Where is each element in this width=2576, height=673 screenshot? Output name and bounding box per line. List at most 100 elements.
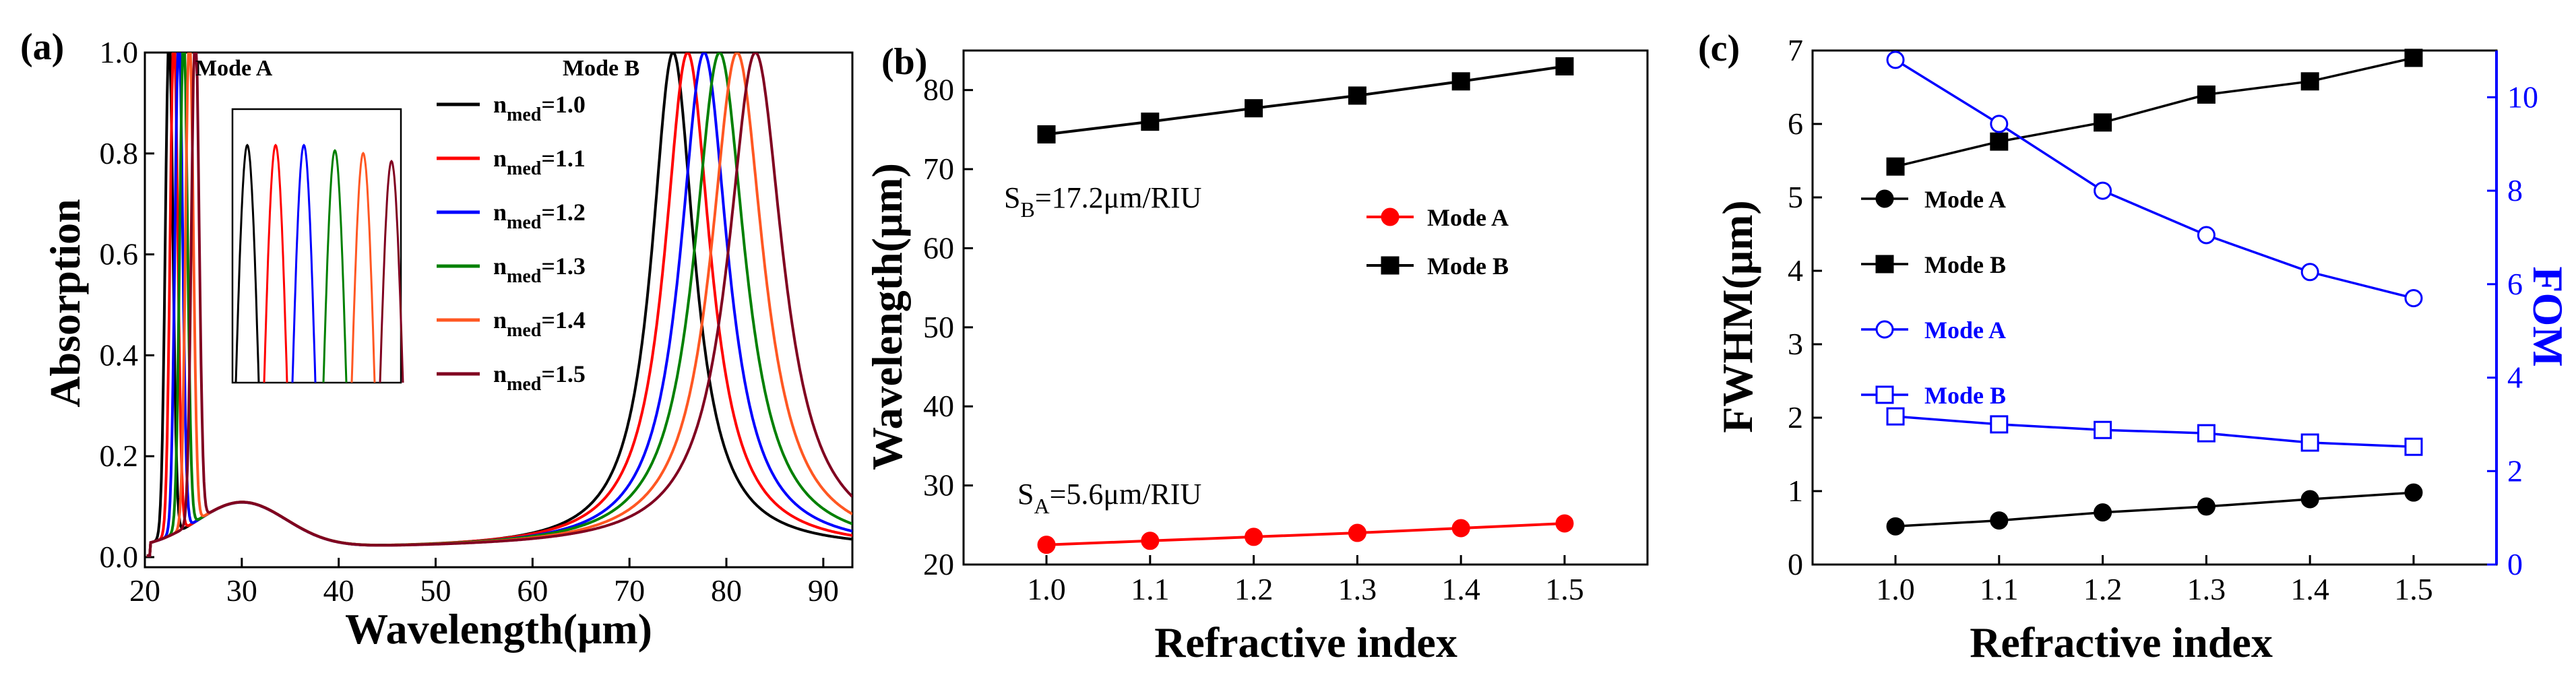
data-point-fwhm-mode-a: [2197, 497, 2216, 516]
data-point-fom-mode-b: [2094, 420, 2112, 439]
y-tick-label: 5: [1788, 180, 1803, 214]
legend-n: n: [493, 360, 507, 387]
legend-entry-label: Mode A: [1924, 317, 2006, 344]
panel-c-legend: Mode A Mode B Mode A Mode B: [1861, 186, 2006, 409]
inset-peak: [234, 143, 260, 383]
x-tick-label: 1.3: [2187, 572, 2226, 606]
data-point-fwhm-mode-a: [2300, 490, 2319, 509]
x-tick-label: 1.1: [1980, 572, 2019, 606]
data-point-fwhm-mode-a: [1990, 511, 2009, 530]
data-point-fwhm-mode-b: [1990, 132, 2009, 151]
data-point-fom-mode-a: [2197, 226, 2216, 245]
x-tick-label: 1.4: [1441, 572, 1480, 606]
y2-tick-label: 6: [2507, 267, 2523, 301]
legend-value: =1.5: [541, 360, 586, 387]
series-line-n1-5: [146, 53, 852, 557]
x-tick-label: 70: [614, 573, 645, 608]
legend-value: =1.2: [541, 199, 586, 226]
x-tick-label: 1.3: [1338, 572, 1377, 606]
data-point-fom-mode-a: [1886, 51, 1905, 69]
y-tick-label: 1.0: [100, 35, 139, 69]
legend-entry-label: nmed=1.2: [493, 199, 586, 233]
data-point-fom-mode-b: [2300, 433, 2319, 452]
y-tick-label: 3: [1788, 327, 1803, 361]
data-point-fwhm-mode-b: [2404, 49, 2423, 67]
panel-a-plot-area: 20 30 40 50 60 70 80 90 0.0 0.2 0.4 0.6 0.8 1.0: [100, 35, 854, 608]
panel-a-label: (a): [20, 26, 64, 68]
legend-sub: med: [507, 212, 542, 233]
data-point-fwhm-mode-b: [2300, 72, 2319, 91]
data-point-mode-b: [1348, 86, 1366, 105]
legend-n: n: [493, 199, 507, 226]
inset-peak: [322, 149, 348, 383]
legend-n: n: [493, 145, 507, 172]
legend-entry-label: nmed=1.4: [493, 307, 586, 341]
panel-c-label: (c): [1698, 28, 1740, 69]
data-point-fom-mode-b: [1886, 407, 1905, 426]
panel-a-series-group: [146, 53, 852, 558]
inset-peak: [350, 152, 376, 383]
y2-tick-label: 0: [2507, 547, 2523, 581]
y-tick-label: 6: [1788, 106, 1803, 141]
x-tick-label: 1.1: [1131, 572, 1170, 606]
data-point-fom-mode-a: [1990, 115, 2009, 133]
panel-a-frame: [144, 51, 854, 569]
legend-sub: med: [507, 158, 542, 179]
data-point-fom-mode-a: [2094, 181, 2112, 200]
legend-marker: [1875, 189, 1894, 208]
panel-a-xlabel: Wavelength(μm): [345, 605, 652, 653]
series-line-fom-mode-b: [1895, 415, 2414, 448]
x-tick-label: 80: [711, 573, 742, 608]
legend-entry-label: Mode B: [1924, 251, 2006, 278]
legend-value: =1.3: [541, 253, 586, 280]
panel-b-ylabel: Wavelength(μm): [863, 163, 911, 470]
panel-b-frame: [962, 49, 1649, 566]
panel-c-xlabel: Refractive index: [1970, 618, 2273, 666]
data-point-fwhm-mode-a: [2094, 503, 2112, 522]
y-tick-label: 0.8: [100, 136, 139, 170]
y-tick-label: 0.2: [100, 439, 139, 473]
legend-entry-label: Mode B: [1427, 253, 1509, 280]
panel-b-legend: Mode A Mode B: [1366, 204, 1509, 280]
panel-b: (b) 1.0 1.1 1.2 1.3 1.4 1.5 20 30 40 50 60 70 80 Ref…: [863, 41, 1649, 666]
legend-marker: [1381, 207, 1400, 226]
legend-entry-label: nmed=1.0: [493, 91, 586, 125]
legend-entry-label: nmed=1.3: [493, 253, 586, 287]
panel-a-mode-b-label: Mode B: [563, 56, 639, 81]
y-tick-label: 0.4: [100, 338, 139, 372]
y-tick-label: 40: [923, 389, 954, 423]
legend-sub: med: [507, 374, 542, 395]
data-point-mode-a: [1451, 519, 1470, 538]
panel-a-inset: [231, 108, 404, 384]
panel-a-legend: nmed=1.0nmed=1.1nmed=1.2nmed=1.3nmed=1.4…: [437, 91, 586, 395]
y2-tick-label: 4: [2507, 360, 2523, 395]
data-point-mode-a: [1245, 527, 1263, 546]
data-point-mode-a: [1141, 532, 1160, 550]
x-tick-label: 1.5: [1545, 572, 1584, 606]
data-point-mode-b: [1451, 72, 1470, 91]
legend-entry-label: nmed=1.5: [493, 360, 586, 395]
y-tick-label: 60: [923, 230, 954, 265]
data-point-mode-b: [1245, 99, 1263, 118]
series-line-fwhm-mode-a: [1895, 491, 2414, 528]
x-tick-label: 90: [808, 573, 839, 608]
y2-tick-label: 2: [2507, 453, 2523, 488]
x-tick-label: 1.2: [2083, 572, 2123, 606]
panel-b-label: (b): [881, 41, 927, 83]
data-point-fwhm-mode-b: [1886, 157, 1905, 176]
series-line-mode-a: [1046, 522, 1565, 546]
data-point-mode-a: [1348, 523, 1366, 542]
y-tick-label: 30: [923, 468, 954, 503]
x-tick-label: 1.0: [1027, 572, 1066, 606]
panel-c-ylabel: FWHM(μm): [1714, 200, 1761, 433]
data-point-fwhm-mode-b: [2197, 85, 2216, 104]
x-tick-label: 40: [323, 573, 354, 608]
panel-c-plot-area: 1.0 1.1 1.2 1.3 1.4 1.5 0 1 2 3 4 5 6 7 0 2 4 6 8 10: [1788, 33, 2538, 606]
data-point-mode-b: [1141, 113, 1160, 131]
y-tick-label: 20: [923, 547, 954, 581]
y-tick-label: 0: [1788, 547, 1803, 581]
series-line-fom-mode-a: [1895, 59, 2414, 300]
legend-entry-label: nmed=1.1: [493, 145, 586, 179]
x-tick-label: 1.5: [2394, 572, 2433, 606]
y-tick-label: 2: [1788, 400, 1803, 435]
